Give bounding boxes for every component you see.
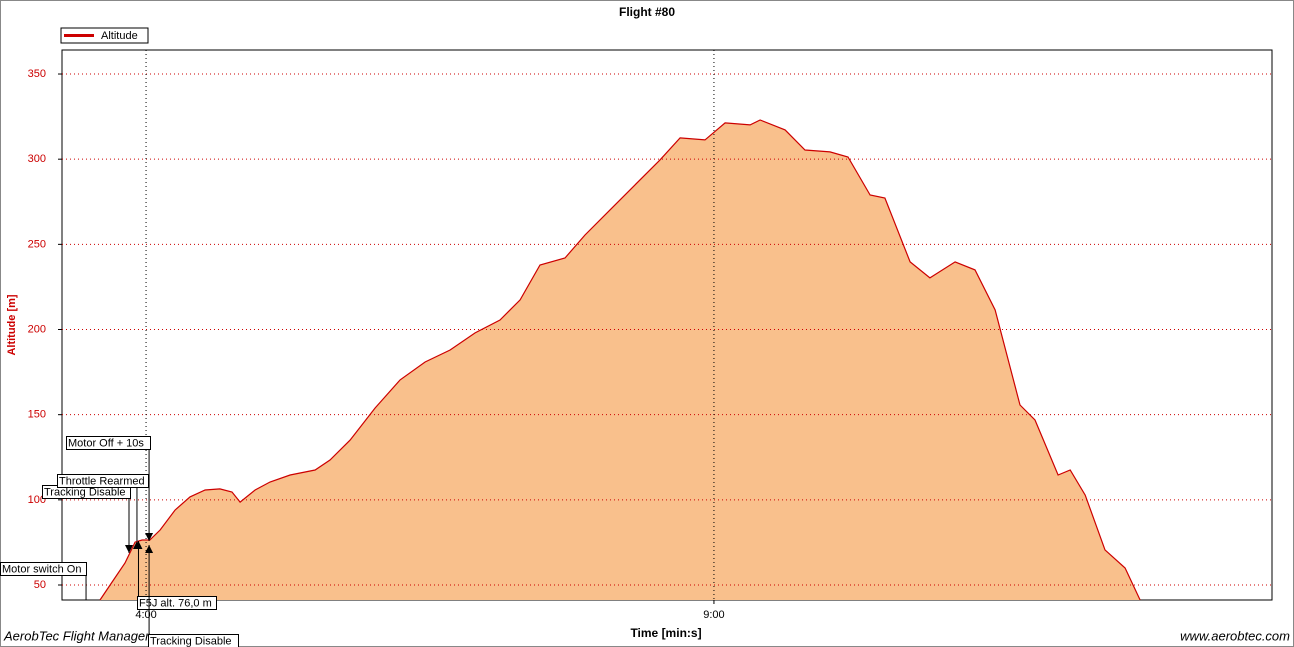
chart-title: Flight #80: [619, 5, 675, 19]
y-axis-label: Altitude [m]: [6, 294, 18, 355]
y-tick-label: 300: [28, 153, 46, 165]
x-tick-label: 4:00: [135, 609, 156, 621]
y-tick-label: 50: [34, 579, 46, 591]
footer-right: www.aerobtec.com: [1180, 628, 1290, 643]
annotation-label: Tracking Disable: [150, 635, 232, 647]
legend: Altitude: [60, 27, 149, 44]
line: [99, 119, 1141, 601]
y-tick-label: 100: [28, 494, 46, 506]
footer-left: AerobTec Flight Manager: [3, 628, 150, 643]
plot: [99, 119, 1141, 601]
annotation-box: [66, 436, 151, 450]
annotation-box: [57, 474, 149, 488]
annotation-label: F5J alt. 76,0 m: [139, 597, 212, 609]
annotation-box: [0, 562, 87, 576]
legend-label: Altitude: [101, 30, 138, 42]
annotation-arrow: [145, 533, 154, 541]
annotation-arrow: [125, 545, 134, 553]
x-axis-label: Time [min:s]: [630, 626, 701, 640]
annotation-label: Throttle Rearmed: [59, 475, 145, 487]
annotation-label: Motor Off + 10s: [68, 437, 144, 449]
x-tick-label: 9:00: [703, 609, 724, 621]
annotation-box: [137, 596, 217, 610]
annotation-box: [148, 634, 239, 647]
y-tick-label: 200: [28, 323, 46, 335]
annotation-label: Motor switch On: [2, 563, 81, 575]
annotation-label: Tracking Disable: [44, 486, 126, 498]
annotation-arrow: [145, 545, 154, 553]
y-tick-label: 250: [28, 238, 46, 250]
legend-box: [60, 27, 149, 44]
annotation-arrow: [134, 541, 143, 549]
area: [100, 120, 1141, 600]
y-tick-label: 350: [28, 68, 46, 80]
y-tick-label: 150: [28, 409, 46, 421]
